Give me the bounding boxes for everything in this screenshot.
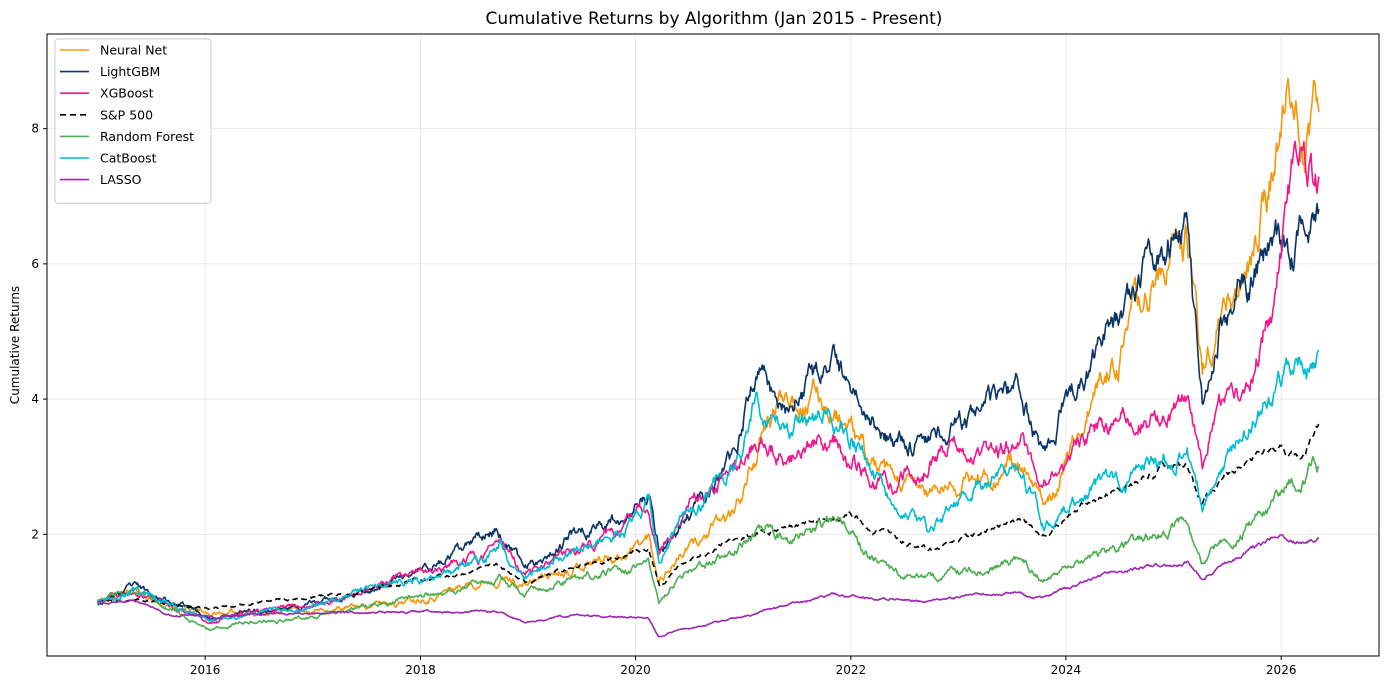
- series-line-catboost: [97, 349, 1320, 623]
- plot-frame: [46, 33, 1380, 657]
- legend-label: LASSO: [100, 172, 142, 187]
- x-tick-label: 2018: [405, 663, 436, 677]
- axes: 2016 2018 2020 2022 2024 2026 2 4 6 8: [31, 33, 1380, 677]
- series-line-neural-net: [97, 77, 1320, 617]
- legend-label: Random Forest: [100, 129, 194, 144]
- y-tick-label: 4: [31, 392, 39, 406]
- chart-title: Cumulative Returns by Algorithm (Jan 201…: [486, 9, 943, 29]
- legend-label: XGBoost: [100, 86, 154, 101]
- legend-label: Neural Net: [100, 43, 167, 58]
- series-line-random-forest: [96, 455, 1320, 632]
- legend-frame: [54, 38, 212, 204]
- x-tick-label: 2026: [1266, 663, 1297, 677]
- legend-label: S&P 500: [100, 107, 153, 122]
- series-line-lasso: [97, 534, 1320, 638]
- x-tick-label: 2016: [190, 663, 221, 677]
- legend: Neural Net LightGBM XGBoost S&P 500 Random F…: [54, 38, 212, 204]
- series-line-xgboost: [96, 140, 1320, 625]
- series-lines: [96, 77, 1320, 638]
- x-tick-label: 2022: [836, 663, 867, 677]
- x-tick-label: 2024: [1051, 663, 1082, 677]
- y-axis-label: Cumulative Returns: [8, 286, 22, 404]
- y-tick-label: 6: [31, 257, 39, 271]
- legend-label: CatBoost: [100, 151, 157, 166]
- series-line-lightgbm: [97, 202, 1320, 621]
- x-tick-label: 2020: [620, 663, 651, 677]
- series-line-s-p-500: [97, 422, 1320, 610]
- legend-label: LightGBM: [100, 64, 160, 79]
- y-tick-label: 2: [31, 527, 39, 541]
- y-tick-label: 8: [31, 122, 39, 136]
